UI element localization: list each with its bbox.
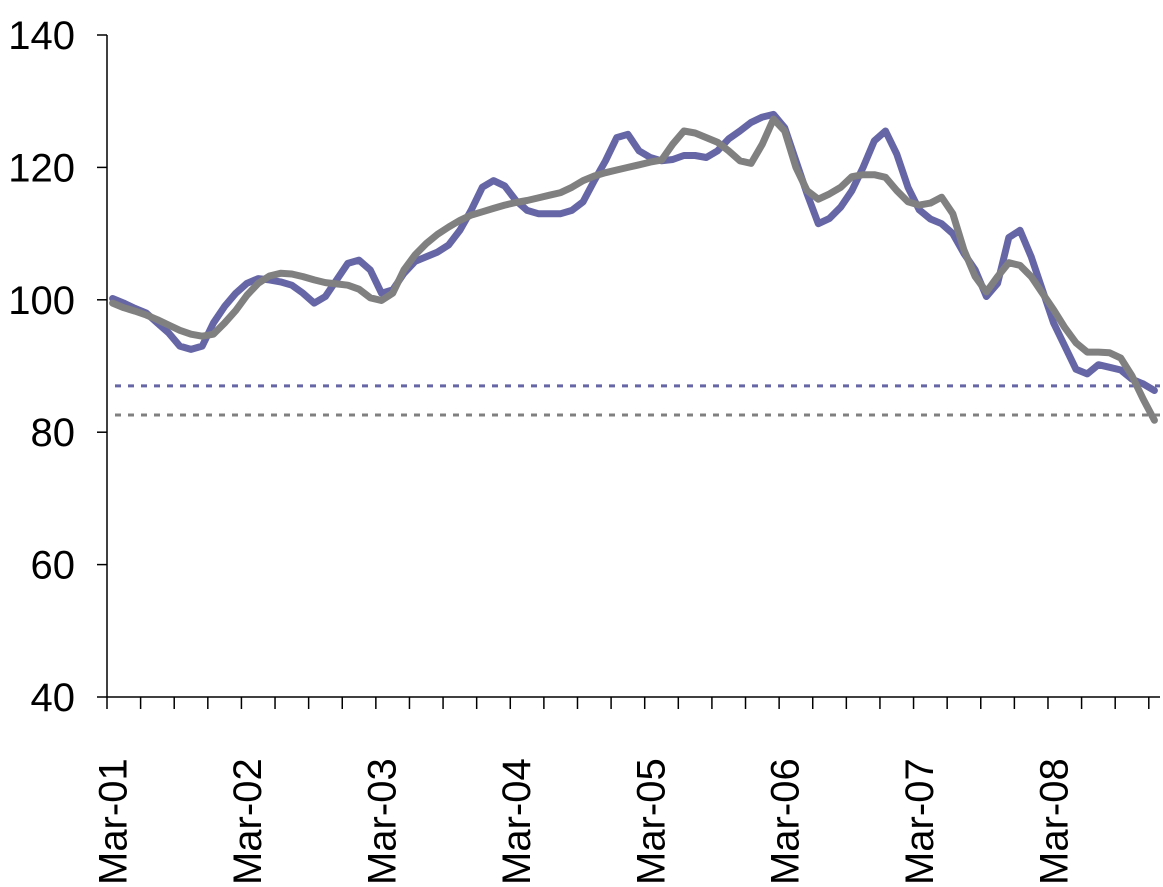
series-line — [109, 110, 1158, 394]
x-tick-label: Mar-05 — [629, 758, 673, 885]
x-tick-label: Mar-01 — [92, 758, 136, 885]
y-tick-label: 140 — [8, 14, 75, 58]
x-tick-label: Mar-07 — [898, 758, 942, 885]
x-tick-label: Mar-06 — [764, 758, 808, 885]
x-tick-label: Mar-04 — [495, 758, 539, 885]
series-line — [109, 115, 1158, 424]
y-tick-label: 120 — [8, 146, 75, 190]
x-tick-label: Mar-02 — [226, 758, 270, 885]
x-tick-label: Mar-03 — [360, 758, 404, 885]
y-tick-label: 40 — [31, 676, 76, 720]
y-tick-label: 100 — [8, 279, 75, 323]
y-tick-label: 80 — [31, 411, 76, 455]
y-tick-label: 60 — [31, 544, 76, 588]
x-tick-label: Mar-08 — [1033, 758, 1077, 885]
